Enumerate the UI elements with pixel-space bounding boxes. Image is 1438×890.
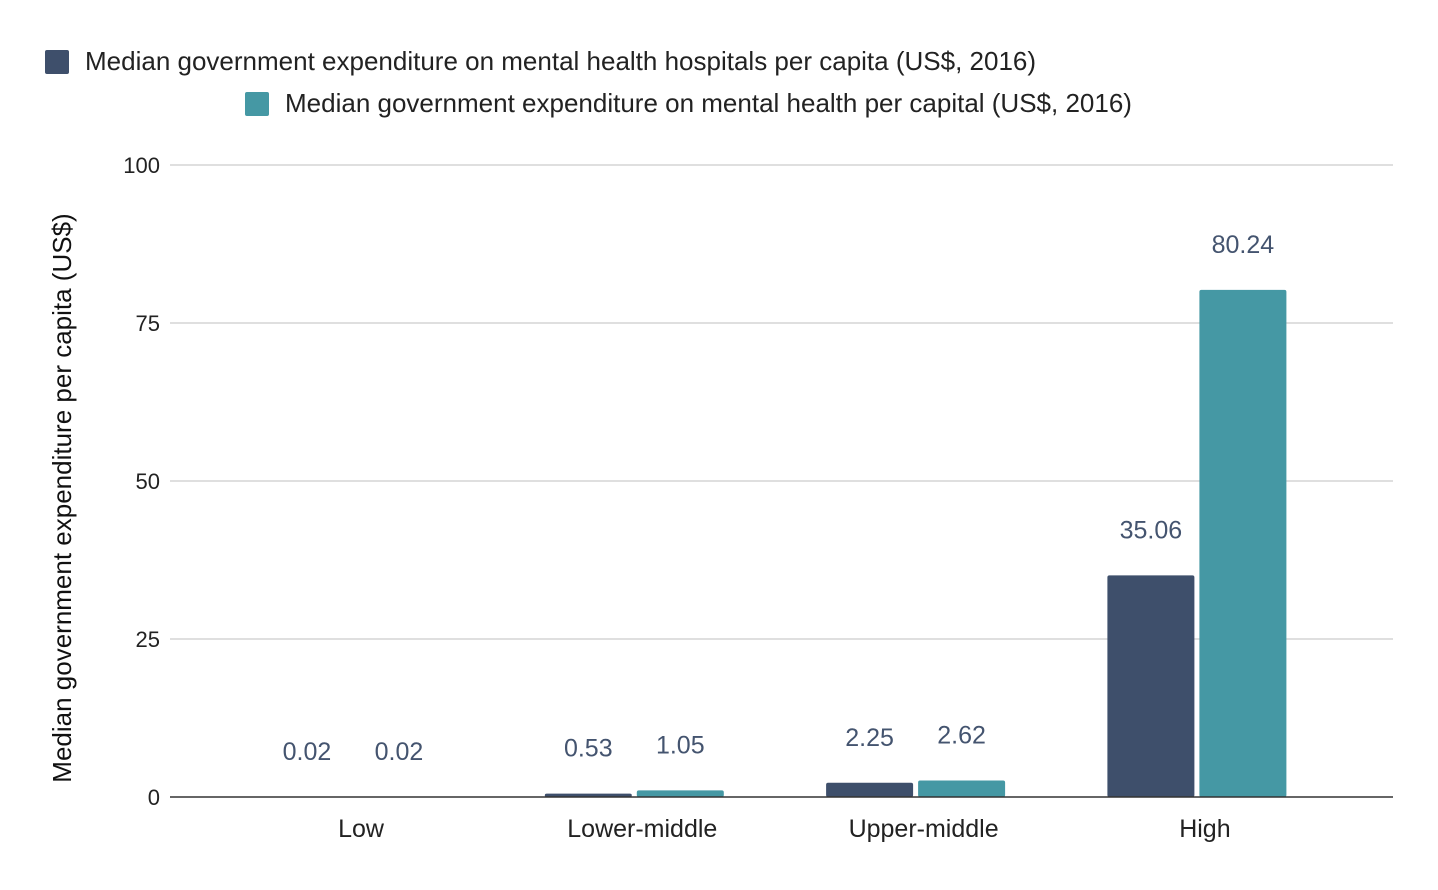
x-tick-label: Lower-middle — [567, 815, 717, 843]
x-axis-categories: Low Lower-middle Upper-middle High — [338, 815, 1231, 843]
data-label: 1.05 — [656, 731, 705, 759]
legend: Median government expenditure on mental … — [45, 46, 1132, 118]
legend-label-1: Median government expenditure on mental … — [85, 46, 1036, 76]
data-label: 35.06 — [1120, 516, 1183, 544]
bar-lower-middle-series-2 — [636, 790, 724, 797]
data-label: 80.24 — [1212, 231, 1275, 259]
y-tick-label: 25 — [136, 627, 160, 652]
x-tick-label: Low — [338, 815, 385, 843]
legend-swatch-2 — [245, 92, 269, 116]
value-labels: 0.02 0.02 0.53 1.05 2.25 2.62 35.06 80.24 — [283, 231, 1275, 766]
y-axis-ticks: 0 25 50 75 100 — [123, 153, 160, 810]
bar-high-series-1 — [1107, 575, 1195, 797]
y-tick-label: 50 — [136, 469, 160, 494]
bar-upper-middle-series-2 — [918, 780, 1006, 797]
bar-lower-middle-series-1 — [544, 793, 632, 797]
bar-high-series-2 — [1199, 289, 1287, 797]
data-label: 0.02 — [375, 738, 424, 766]
y-tick-label: 75 — [136, 311, 160, 336]
legend-label-2: Median government expenditure on mental … — [285, 88, 1132, 118]
data-label: 0.02 — [283, 738, 332, 766]
bars — [263, 289, 1287, 797]
y-tick-label: 0 — [148, 785, 160, 810]
legend-swatch-1 — [45, 50, 69, 74]
y-tick-label: 100 — [123, 153, 160, 178]
x-tick-label: Upper-middle — [849, 815, 999, 843]
x-tick-label: High — [1179, 815, 1230, 843]
y-axis-label: Median government expenditure per capita… — [47, 213, 77, 782]
data-label: 0.53 — [564, 735, 613, 763]
data-label: 2.25 — [845, 724, 894, 752]
data-label: 2.62 — [937, 721, 986, 749]
bar-upper-middle-series-1 — [826, 782, 914, 797]
